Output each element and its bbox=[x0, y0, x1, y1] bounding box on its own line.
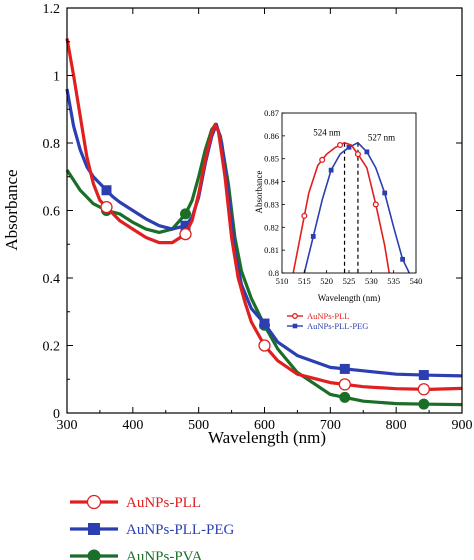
data-point bbox=[180, 208, 191, 220]
legend-label: AuNPs-PLL bbox=[126, 495, 201, 511]
inset-y-tick-label: 0.81 bbox=[264, 245, 279, 255]
x-tick-label: 300 bbox=[57, 418, 78, 433]
data-point bbox=[339, 391, 351, 403]
legend-label: AuNPs-PLL-PEG bbox=[126, 522, 235, 538]
inset-x-tick-label: 530 bbox=[365, 276, 378, 286]
inset-x-tick-label: 535 bbox=[387, 276, 400, 286]
y-axis-title: Absorbance bbox=[2, 169, 21, 250]
inset-legend-label: AuNPs-PLL-PEG bbox=[307, 321, 368, 331]
inset-y-tick-label: 0.84 bbox=[264, 177, 280, 187]
inset-y-tick-label: 0.87 bbox=[264, 108, 279, 118]
inset-plot: 524 nm 527 nm bbox=[282, 113, 416, 274]
inset-x-axis-title: Wavelength (nm) bbox=[318, 293, 381, 303]
y-tick-label: 0.6 bbox=[43, 205, 61, 220]
data-point bbox=[101, 185, 112, 196]
data-point bbox=[100, 200, 113, 214]
x-tick-label: 600 bbox=[254, 418, 275, 433]
inset-data-point bbox=[319, 156, 326, 163]
legend-marker bbox=[86, 494, 102, 510]
inset-data-point bbox=[346, 144, 352, 150]
inset-y-tick-label: 0.85 bbox=[264, 154, 279, 164]
x-axis-title: Wavelength (nm) bbox=[208, 428, 326, 447]
inset-y-axis-title: Absorbance bbox=[254, 171, 264, 214]
y-tick-label: 1.2 bbox=[43, 2, 61, 17]
y-tick-label: 0.4 bbox=[43, 272, 61, 287]
data-point bbox=[258, 339, 271, 352]
inset-data-point bbox=[354, 151, 361, 158]
data-point bbox=[339, 363, 350, 374]
inset-data-point bbox=[372, 201, 379, 208]
inset-data-point bbox=[337, 141, 344, 149]
legend-label: AuNPs-PVA bbox=[126, 549, 203, 560]
y-tick-label: 1 bbox=[53, 70, 60, 85]
legend-marker bbox=[88, 523, 100, 535]
inset-data-point bbox=[364, 149, 370, 155]
inset-x-tick-label: 520 bbox=[320, 276, 333, 286]
inset-data-point bbox=[328, 167, 334, 173]
inset-legend-marker bbox=[292, 323, 298, 329]
x-tick-label: 400 bbox=[122, 418, 143, 433]
legend-marker bbox=[87, 549, 101, 560]
data-point bbox=[417, 383, 430, 396]
data-point bbox=[180, 220, 191, 231]
inset-data-point bbox=[301, 212, 308, 219]
x-tick-label: 900 bbox=[452, 418, 473, 433]
inset-x-tick-label: 540 bbox=[410, 276, 423, 286]
inset-y-tick-label: 0.8 bbox=[268, 268, 279, 278]
peak-annotation: 527 nm bbox=[368, 133, 395, 143]
series-line bbox=[65, 38, 463, 391]
x-tick-label: 800 bbox=[386, 418, 407, 433]
y-tick-label: 0.8 bbox=[43, 137, 61, 152]
inset-y-tick-label: 0.83 bbox=[264, 199, 279, 209]
data-point bbox=[179, 227, 192, 241]
data-point bbox=[418, 398, 430, 410]
inset-data-point bbox=[400, 256, 405, 262]
inset-x-tick-label: 525 bbox=[343, 276, 356, 286]
inset-data-point bbox=[382, 190, 388, 196]
inset-x-tick-label: 510 bbox=[276, 276, 289, 286]
inset-series-line bbox=[303, 141, 411, 274]
inset-y-tick-label: 0.86 bbox=[264, 131, 279, 141]
inset-legend-marker bbox=[292, 313, 298, 319]
inset-data-point bbox=[310, 234, 316, 239]
x-tick-label: 700 bbox=[320, 418, 341, 433]
inset-legend-label: AuNPs-PLL bbox=[307, 311, 350, 321]
data-point bbox=[418, 370, 429, 381]
y-tick-label: 0.2 bbox=[43, 340, 61, 355]
x-tick-label: 500 bbox=[188, 418, 209, 433]
data-point bbox=[259, 318, 270, 329]
peak-annotation: 524 nm bbox=[313, 128, 340, 138]
legend: AuNPs-PLL AuNPs-PLL-PEG AuNPs-PVA bbox=[70, 494, 235, 560]
y-tick-label: 0 bbox=[53, 407, 60, 422]
inset-x-tick-label: 515 bbox=[298, 276, 311, 286]
inset-background bbox=[282, 113, 416, 273]
inset-axes: 510 515 520 525 530 535 540 0.8 0.81 0.82 0.83 0.84… bbox=[264, 108, 422, 286]
data-point bbox=[338, 378, 351, 391]
main-plot bbox=[65, 38, 463, 410]
inset-y-tick-label: 0.82 bbox=[264, 222, 279, 232]
